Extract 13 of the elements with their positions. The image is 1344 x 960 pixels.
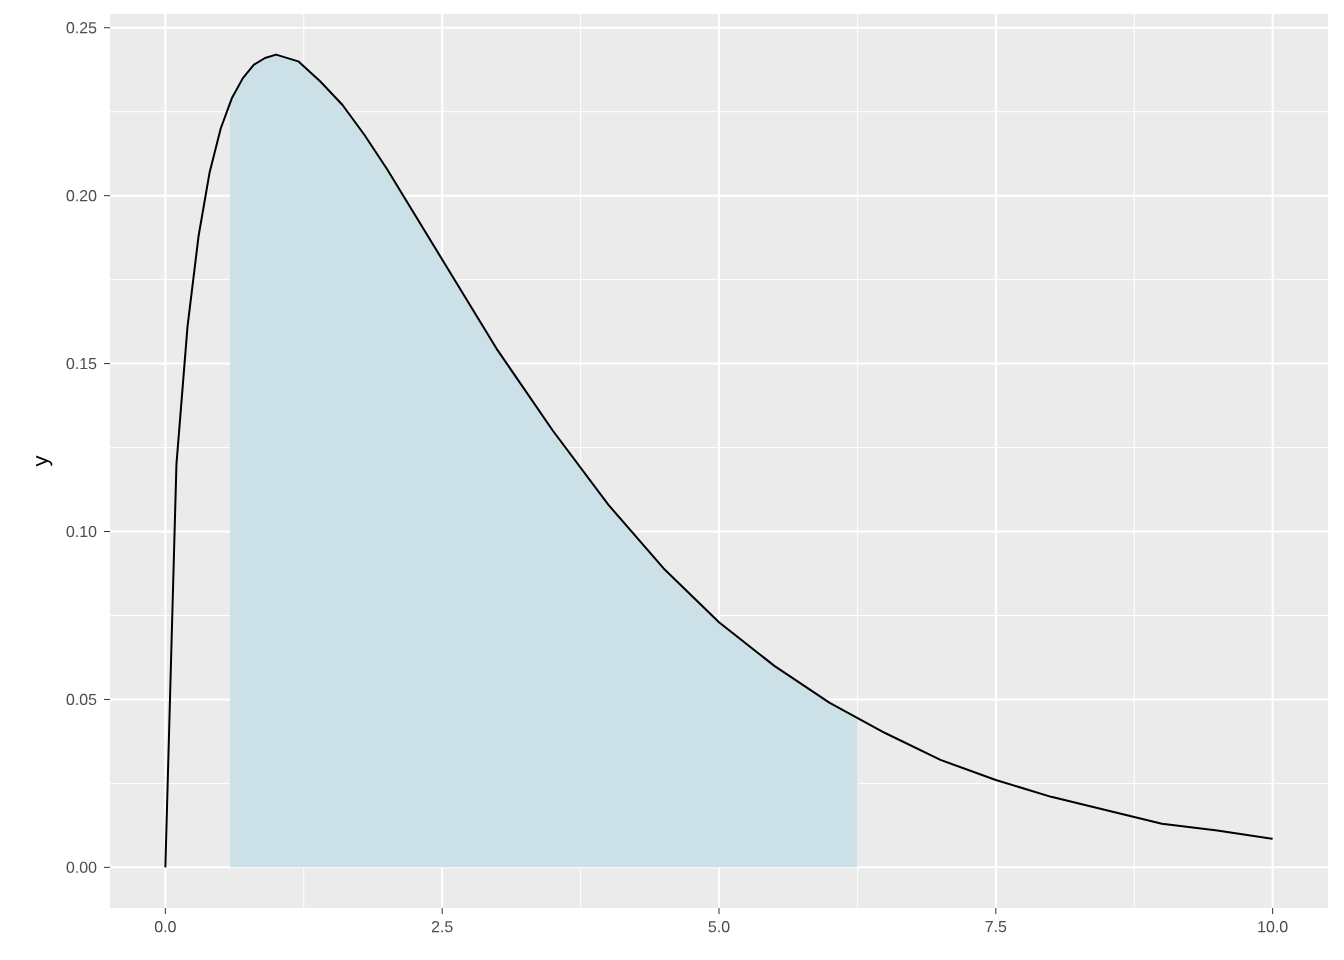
y-tick-label: 0.05 [66, 693, 97, 706]
x-tick-label: 2.5 [431, 921, 453, 933]
y-tick-label: 0.15 [66, 357, 97, 370]
y-axis-title: y [36, 455, 53, 467]
y-tick-label: 0.00 [66, 861, 97, 874]
x-tick-label: 10.0 [1258, 921, 1288, 933]
y-tick-label: 0.25 [66, 22, 97, 34]
x-tick-label: 0.0 [154, 921, 176, 933]
line-series [164, 53, 1274, 869]
y-tick-label: 0.20 [66, 190, 97, 202]
y-tick-label: 0.10 [66, 525, 97, 538]
x-tick-label: 5.0 [708, 921, 730, 933]
x-tick-label: 7.5 [985, 921, 1007, 933]
